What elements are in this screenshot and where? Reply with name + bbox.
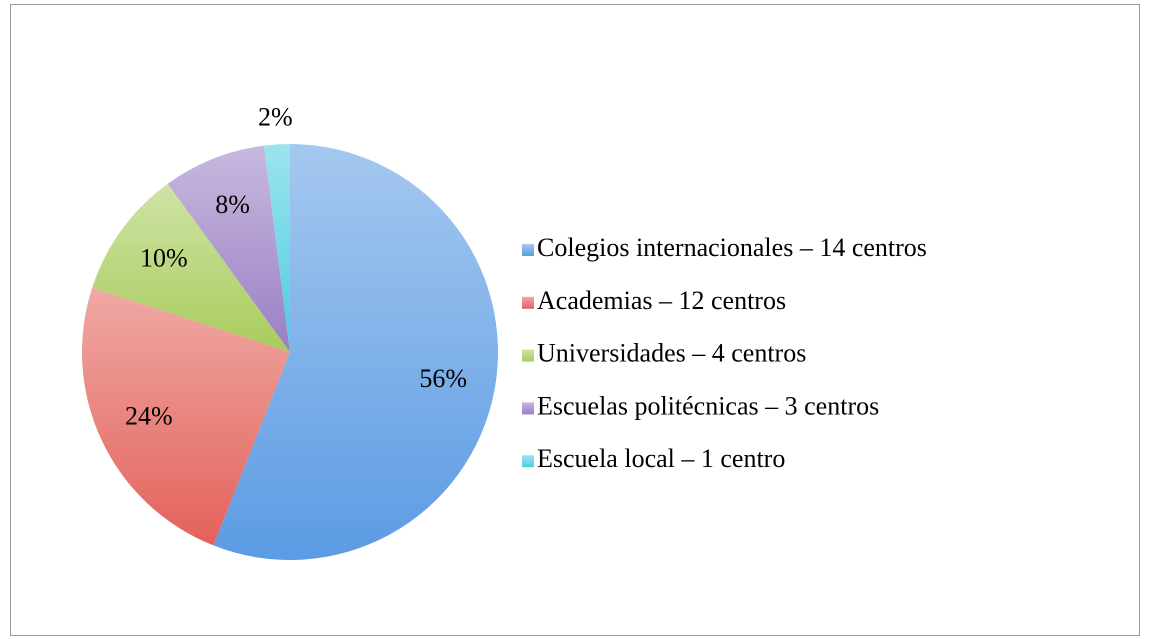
legend-label: Escuela local – 1 centro bbox=[537, 444, 785, 473]
legend-label: Colegios internacionales – 14 centros bbox=[537, 233, 927, 262]
legend-swatch bbox=[522, 455, 534, 468]
pie-slice bbox=[92, 183, 291, 352]
pie-slice bbox=[167, 145, 290, 352]
legend-label: Universidades – 4 centros bbox=[537, 339, 806, 368]
legend-label: Academias – 12 centros bbox=[537, 286, 786, 315]
pie-slice bbox=[213, 144, 499, 560]
data-label: 24% bbox=[125, 401, 173, 430]
data-label: 8% bbox=[215, 190, 250, 219]
legend-swatch bbox=[522, 402, 534, 415]
data-label: 56% bbox=[419, 364, 467, 393]
legend-swatch bbox=[522, 349, 534, 362]
legend-swatch bbox=[522, 296, 534, 309]
data-label: 10% bbox=[140, 243, 188, 272]
data-label: 2% bbox=[258, 102, 293, 131]
pie-slice bbox=[263, 144, 290, 352]
legend-label: Escuelas politécnicas – 3 centros bbox=[537, 391, 879, 420]
legend-swatch bbox=[522, 244, 534, 256]
pie-slice bbox=[82, 287, 290, 546]
